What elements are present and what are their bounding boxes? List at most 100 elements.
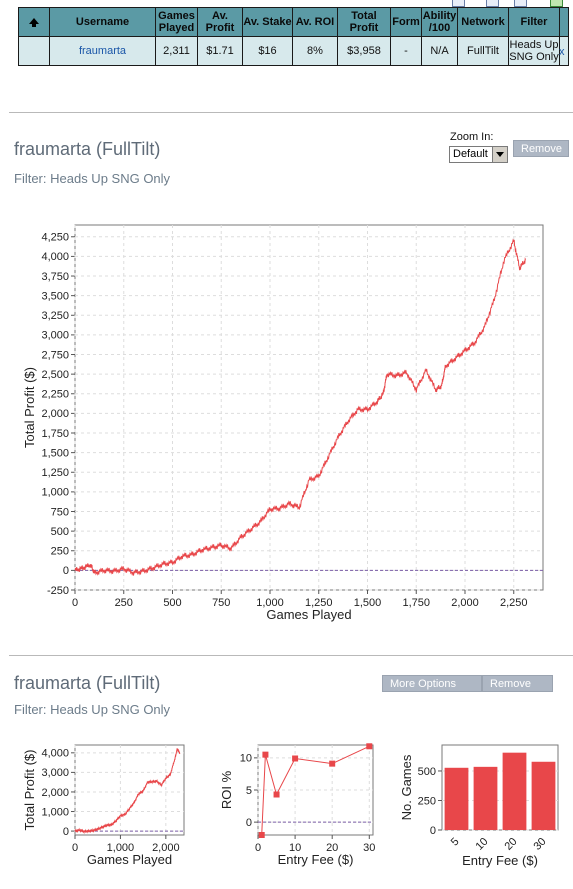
y-tick-label: 10 [240,753,252,765]
series-line [74,748,181,835]
sort-arrow-header[interactable] [18,7,50,37]
form-cell: - [390,36,422,66]
header-total-profit[interactable]: Total Profit [337,7,391,37]
bar [502,752,527,830]
y-tick-label: 250 [51,546,69,558]
y-tick-label: 0 [63,826,69,838]
y-tick-label: 2,500 [41,369,69,381]
x-tick-label: 1,000 [107,842,135,854]
zoom-label: Zoom In: [450,131,494,143]
x-axis-label: Games Played [87,852,172,867]
x-tick-label: 30 [363,842,375,854]
sort-up-icon[interactable] [29,18,39,27]
header-form[interactable]: Form [390,7,422,37]
x-tick-label: 0 [72,597,78,609]
y-tick-label: 250 [418,795,436,807]
filter-cell: Heads Up SNG Only [508,36,560,66]
y-tick-label: 0 [430,825,436,837]
bar [531,761,556,830]
y-tick-label: 3,000 [41,330,69,342]
av-stake-cell: $16 [242,36,293,66]
x-tick-label: 2,000 [152,842,180,854]
x-axis-label: Games Played [266,607,351,622]
data-point [258,832,265,838]
x-tick-label: 30 [531,836,548,853]
header-av-stake[interactable]: Av. Stake [242,7,293,37]
remove-button[interactable]: Remove [482,675,553,692]
series-line [74,238,527,576]
filter-label: Filter: Heads Up SNG Only [14,702,171,717]
y-tick-label: 1,000 [41,487,69,499]
y-axis-label: No. Games [399,754,414,820]
y-tick-label: 2,250 [41,389,69,401]
export-icon[interactable] [452,0,465,7]
y-tick-label: 0 [63,565,69,577]
plot-area [74,224,544,591]
x-tick-label: 1,250 [305,597,333,609]
table-row: fraumarta 2,311 $1.71 $16 8% $3,958 - N/… [18,36,569,66]
header-ability[interactable]: Ability /100 [421,7,458,37]
row-end-cell [559,36,569,66]
zoom-select-value: Default [453,148,488,160]
y-tick-label: 2,000 [41,787,69,799]
x-tick-label: 10 [473,836,490,853]
filter-label: Filter: Heads Up SNG Only [14,171,171,186]
header-filter[interactable]: Filter [508,7,560,37]
y-tick-label: 4,250 [41,232,69,244]
plot-area [74,744,185,836]
header-spacer [559,7,569,37]
y-tick-label: 4,000 [41,251,69,263]
stats-table: Username Games Played Av. Profit Av. Sta… [18,7,569,66]
x-tick-label: 1,000 [256,597,284,609]
y-tick-label: 1,500 [41,447,69,459]
y-tick-label: 3,250 [41,310,69,322]
y-tick-label: 500 [51,526,69,538]
x-tick-label: 500 [163,597,181,609]
table-header-row: Username Games Played Av. Profit Av. Sta… [18,7,569,37]
zoom-select[interactable]: Default [449,146,508,163]
remove-row-link[interactable]: x [559,46,565,58]
y-tick-label: -250 [47,585,69,597]
chevron-down-icon[interactable] [492,147,507,162]
bar [473,766,498,830]
refresh-icon[interactable] [550,0,563,7]
remove-button[interactable]: Remove [513,140,569,157]
y-tick-label: 3,750 [41,271,69,283]
data-point [262,751,269,758]
divider [9,655,573,656]
x-tick-label: 1,500 [354,597,382,609]
header-username[interactable]: Username [49,7,156,37]
x-tick-label: 1,750 [402,597,430,609]
x-tick-label: 10 [289,842,301,854]
y-tick-label: 750 [51,506,69,518]
y-tick-label: 1,750 [41,428,69,440]
more-options-button[interactable]: More Options [382,675,482,692]
save-icon[interactable] [486,0,499,7]
data-point [366,743,373,750]
x-tick-label: 20 [326,842,338,854]
username-link[interactable]: fraumarta [49,36,156,66]
series-line [261,745,370,836]
main-profit-chart: -25002505007501,0001,2501,5001,7502,0002… [22,224,544,622]
av-profit-cell: $1.71 [197,36,243,66]
x-tick-label: 2,000 [451,597,479,609]
row-spacer-cell [18,36,50,66]
copy-icon[interactable] [514,0,527,7]
y-tick-label: 2,000 [41,408,69,420]
y-tick-label: 3,500 [41,290,69,302]
av-roi-cell: 8% [292,36,338,66]
header-games-played[interactable]: Games Played [155,7,198,37]
divider [9,112,573,113]
panel-title: fraumarta (FullTilt) [14,139,161,159]
x-axis-label: Entry Fee ($) [278,852,354,867]
data-point [329,760,336,767]
x-axis-label: Entry Fee ($) [462,853,538,868]
header-av-profit[interactable]: Av. Profit [197,7,243,37]
y-tick-label: 0 [246,817,252,829]
header-network[interactable]: Network [457,7,509,37]
panel-title: fraumarta (FullTilt) [14,673,161,693]
header-av-roi[interactable]: Av. ROI [292,7,338,37]
y-tick-label: 2,750 [41,349,69,361]
total-profit-cell: $3,958 [337,36,391,66]
